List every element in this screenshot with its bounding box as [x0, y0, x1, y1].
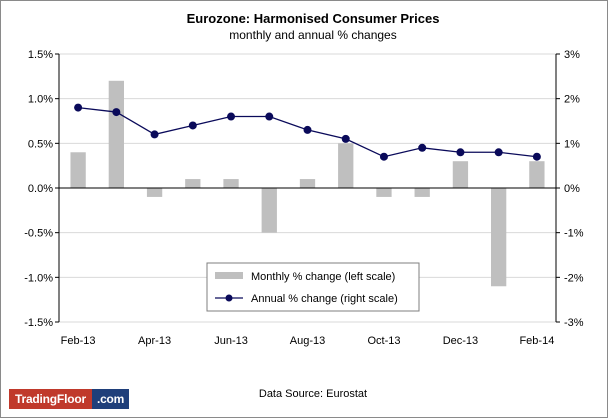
left-tick-label: -1.5%: [24, 317, 53, 329]
right-tick-label: 1%: [564, 138, 580, 150]
annual-point: [227, 112, 236, 121]
annual-point: [341, 134, 350, 143]
monthly-bar: [70, 152, 86, 188]
left-tick-label: 0.5%: [28, 138, 53, 150]
right-tick-label: -1%: [564, 228, 584, 240]
left-tick-label: 1.0%: [28, 94, 53, 106]
annual-point: [532, 152, 541, 161]
monthly-bar: [491, 188, 507, 287]
annual-point: [494, 148, 503, 157]
legend-label-annual: Annual % change (right scale): [251, 293, 398, 305]
annual-point: [150, 130, 159, 139]
annual-point: [265, 112, 274, 121]
monthly-bars: [70, 80, 545, 287]
legend: Monthly % change (left scale) Annual % ch…: [206, 262, 420, 312]
annual-point: [456, 148, 465, 157]
annual-point: [303, 125, 312, 134]
annual-point: [418, 143, 427, 152]
chart-title: Eurozone: Harmonised Consumer Prices: [187, 11, 440, 26]
logo-tld: .com: [91, 389, 130, 409]
monthly-bar: [529, 161, 545, 188]
monthly-bar: [223, 179, 239, 188]
legend-bar-swatch: [215, 272, 243, 279]
x-tick-label: Apr-13: [138, 335, 171, 347]
monthly-bar: [452, 161, 469, 188]
annual-point: [112, 108, 121, 117]
left-tick-label: -1.0%: [24, 272, 53, 284]
monthly-bar: [299, 179, 316, 188]
x-tick-label: Oct-13: [367, 335, 400, 347]
monthly-bar: [108, 80, 124, 188]
monthly-bar: [261, 188, 277, 233]
legend-box: [206, 262, 420, 312]
left-tick-label: -0.5%: [24, 228, 53, 240]
right-tick-label: 3%: [564, 49, 580, 61]
x-tick-label: Feb-13: [61, 335, 96, 347]
right-tick-label: 0%: [564, 183, 580, 195]
right-tick-label: -2%: [564, 272, 584, 284]
legend-point-swatch: [225, 294, 233, 302]
annual-point: [74, 103, 83, 112]
axes: 1.5% 3% 1.0% 2% 0.5% 1% 0.0% 0% -0.5% -1% -1.0% -2%…: [24, 49, 584, 347]
tradingfloor-logo: TradingFloor .com: [9, 389, 130, 409]
x-tick-label: Dec-13: [443, 335, 478, 347]
monthly-bar: [414, 188, 430, 197]
annual-point: [188, 121, 197, 130]
monthly-bar: [376, 188, 392, 197]
monthly-bar: [338, 143, 354, 188]
logo-brand: TradingFloor: [9, 389, 92, 409]
right-tick-label: 2%: [564, 94, 580, 106]
data-source: Data Source: Eurostat: [259, 388, 367, 400]
x-tick-label: Jun-13: [214, 335, 248, 347]
annual-point: [379, 152, 388, 161]
monthly-bar: [185, 179, 201, 188]
left-tick-label: 1.5%: [28, 49, 53, 61]
monthly-bar: [146, 188, 163, 197]
legend-label-monthly: Monthly % change (left scale): [251, 271, 395, 283]
left-tick-label: 0.0%: [28, 183, 53, 195]
annual-line: [74, 103, 541, 161]
x-tick-label: Feb-14: [519, 335, 554, 347]
x-tick-label: Aug-13: [290, 335, 325, 347]
chart-subtitle: monthly and annual % changes: [229, 28, 396, 42]
right-tick-label: -3%: [564, 317, 584, 329]
